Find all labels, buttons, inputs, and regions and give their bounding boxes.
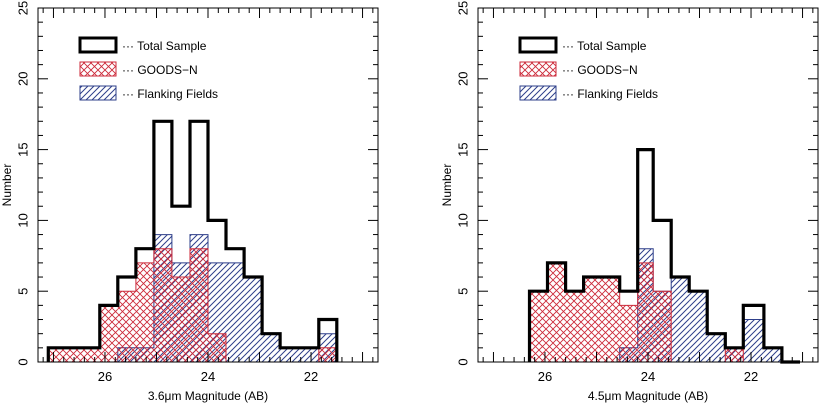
flanking-fields-bin	[244, 277, 263, 362]
legend-swatch-blue-hatch	[79, 85, 117, 101]
y-tick-label: 10	[16, 213, 31, 227]
flanking-fields-bin	[226, 262, 245, 362]
y-tick-label: 5	[456, 288, 471, 295]
goods-n-bin	[601, 277, 620, 362]
goods-n-bin	[208, 333, 227, 362]
y-tick-label: 20	[456, 72, 471, 86]
goods-n-bin	[117, 291, 136, 362]
goods-n-bin	[529, 291, 548, 362]
y-tick-label: 10	[456, 213, 471, 227]
goods-n-bin	[189, 248, 208, 362]
flanking-fields-bin	[671, 277, 690, 362]
legend-label: ··· Flanking Fields	[562, 87, 658, 101]
legend: ··· Total Sample ··· GOODS−N ··· Flanking …	[78, 36, 218, 101]
y-tick-label: 15	[456, 142, 471, 156]
flanking-fields-bin	[763, 347, 782, 362]
goods-n-bin	[135, 262, 154, 362]
flanking-fields-bin	[262, 333, 281, 362]
legend-swatch-open-thick	[518, 36, 558, 54]
flanking-fields-bin	[743, 319, 764, 362]
legend-label: ··· Flanking Fields	[122, 87, 218, 101]
left-panel: 0 5 10 15 20 25 26 24 22 3.6μm Magnitude (AB) Numb…	[0, 1, 379, 403]
x-tick-label: 26	[98, 369, 112, 384]
total-sample-outline	[46, 119, 339, 362]
goods-n-bin	[318, 347, 337, 362]
goods-n-bin	[565, 291, 584, 362]
goods-n-bin	[653, 291, 672, 362]
legend-label: ··· GOODS−N	[122, 63, 198, 77]
x-tick-label: 22	[304, 369, 318, 384]
x-axis-title: 4.5μm Magnitude (AB)	[588, 389, 708, 403]
y-tick-label: 5	[16, 288, 31, 295]
flanking-fields-bin	[689, 291, 708, 362]
goods-n-bin	[619, 305, 638, 362]
y-tick-label: 25	[16, 1, 31, 15]
goods-n-bin	[48, 347, 80, 362]
legend: ··· Total Sample ··· GOODS−N ··· Flanking …	[518, 36, 658, 101]
legend-label: ··· GOODS−N	[562, 63, 638, 77]
y-axis-title: Number	[440, 164, 454, 207]
x-tick-label: 24	[201, 369, 215, 384]
y-tick-label: 15	[16, 142, 31, 156]
flanking-fields-bin	[280, 347, 319, 362]
goods-n-bin	[171, 277, 190, 362]
goods-n-bin	[99, 305, 118, 362]
x-tick-label: 22	[744, 369, 758, 384]
legend-swatch-blue-hatch	[519, 85, 557, 101]
goods-n-bin	[153, 248, 172, 362]
goods-n-bin	[583, 277, 602, 362]
x-tick-label: 24	[641, 369, 655, 384]
x-tick-label: 26	[538, 369, 552, 384]
y-tick-label: 25	[456, 1, 471, 15]
goods-n-bin	[547, 262, 566, 362]
x-axis-title: 3.6μm Magnitude (AB)	[148, 389, 268, 403]
y-tick-label: 0	[16, 358, 31, 365]
goods-n-bin	[725, 347, 744, 362]
legend-label: ··· Total Sample	[562, 39, 647, 53]
y-tick-label: 0	[456, 358, 471, 365]
right-panel: 0 5 10 15 20 25 26 24 22 4.5μm Magnitude (AB) Numb…	[440, 1, 819, 403]
y-tick-label: 20	[16, 72, 31, 86]
legend-swatch-red-crosshatch	[519, 61, 557, 77]
goods-n-bin	[79, 347, 100, 362]
total-sample-outline	[527, 148, 800, 364]
flanking-fields-bin	[707, 333, 726, 362]
goods-n-bin	[637, 262, 654, 362]
y-axis-title: Number	[0, 164, 14, 207]
legend-swatch-red-crosshatch	[79, 61, 117, 77]
legend-label: ··· Total Sample	[122, 39, 207, 53]
legend-swatch-open-thick	[78, 36, 118, 54]
